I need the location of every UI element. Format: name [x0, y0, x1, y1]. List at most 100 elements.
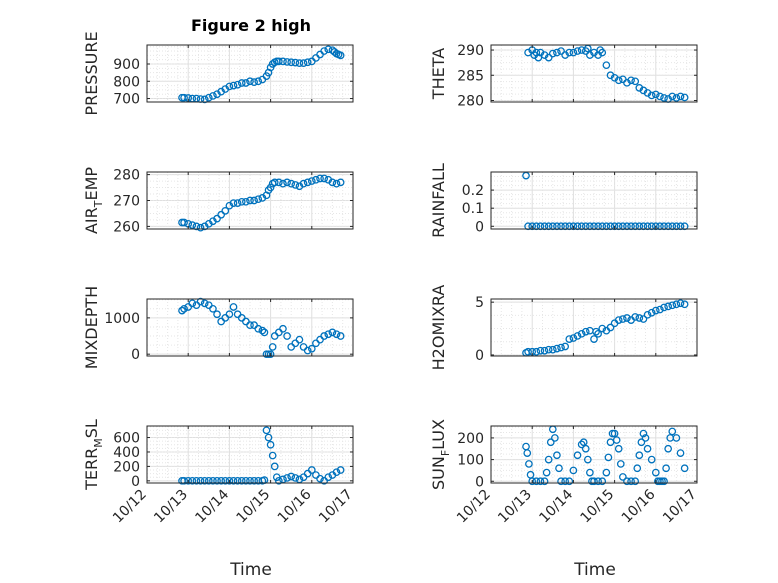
- data-point: [213, 476, 221, 485]
- y-tick-label: 0.2: [462, 183, 484, 199]
- subplot-6: 0 5 H2OMIXRA: [429, 285, 698, 371]
- data-point: [610, 429, 619, 438]
- data-point: [553, 48, 561, 57]
- data-point: [590, 335, 598, 343]
- y-tick-label: 200: [113, 459, 140, 475]
- data-point: [209, 92, 217, 100]
- data-point: [676, 449, 685, 457]
- data-point: [312, 175, 320, 184]
- data-point: [643, 310, 652, 319]
- data-point: [299, 59, 308, 67]
- data-point: [229, 199, 238, 207]
- data-point: [307, 466, 316, 474]
- data-point: [540, 477, 549, 486]
- data-point: [324, 330, 333, 339]
- data-point: [332, 179, 341, 188]
- data-point: [254, 195, 263, 204]
- data-point: [336, 51, 345, 60]
- data-point: [536, 477, 545, 486]
- y-tick-label: 100: [457, 453, 484, 469]
- data-point: [274, 476, 283, 485]
- data-point: [200, 299, 209, 308]
- data-point: [209, 304, 217, 313]
- data-point: [262, 426, 271, 435]
- data-point: [618, 315, 627, 323]
- data-point: [614, 444, 623, 453]
- data-point: [279, 179, 287, 188]
- data-point: [283, 178, 291, 187]
- data-point: [196, 297, 205, 306]
- data-point: [295, 335, 304, 344]
- data-point: [246, 77, 254, 86]
- data-point: [565, 48, 574, 57]
- data-point: [577, 440, 586, 449]
- data-point: [594, 477, 602, 486]
- data-point: [295, 59, 304, 67]
- data-point: [229, 81, 238, 90]
- data-point: [209, 476, 217, 485]
- data-point: [633, 464, 642, 473]
- data-point: [532, 347, 541, 356]
- data-point: [225, 310, 234, 319]
- data-point: [196, 476, 205, 485]
- data-point: [672, 434, 681, 442]
- data-point: [250, 78, 258, 86]
- data-point: [316, 174, 324, 183]
- data-point: [217, 476, 226, 485]
- data-point: [237, 476, 246, 485]
- data-point: [274, 178, 283, 187]
- data-point: [544, 455, 553, 464]
- data-point: [221, 476, 230, 485]
- y-tick-label: 0.1: [462, 201, 484, 217]
- data-point: [266, 440, 275, 449]
- data-point: [246, 321, 254, 329]
- data-point: [577, 329, 586, 338]
- data-point: [616, 460, 625, 468]
- data-point: [643, 444, 652, 453]
- data-point: [647, 455, 656, 464]
- data-point: [336, 178, 345, 187]
- data-point: [536, 346, 545, 355]
- grid: [490, 299, 698, 356]
- data-point: [565, 477, 574, 486]
- axes-box: [490, 425, 698, 484]
- data-point: [573, 47, 582, 55]
- data-point: [283, 58, 291, 66]
- series-markers: [522, 425, 689, 486]
- data-point: [320, 332, 329, 340]
- data-point: [561, 342, 570, 351]
- data-point: [237, 79, 246, 87]
- data-point: [647, 308, 656, 317]
- data-point: [573, 451, 582, 460]
- data-point: [581, 444, 590, 453]
- data-point: [553, 344, 561, 353]
- y-axis-label: MIXDEPTH: [82, 286, 101, 369]
- data-point: [598, 324, 607, 333]
- data-point: [637, 438, 646, 447]
- data-point: [614, 316, 623, 324]
- data-point: [246, 476, 254, 485]
- data-point: [266, 350, 275, 359]
- data-point: [287, 472, 296, 481]
- figure-title: Figure 2 high: [191, 16, 311, 35]
- data-point: [641, 434, 650, 442]
- data-point: [242, 476, 250, 485]
- data-point: [188, 299, 197, 308]
- data-point: [225, 82, 234, 91]
- subplot-2: 280 285 290 THETA: [429, 43, 698, 109]
- data-point: [656, 92, 664, 101]
- y-axis-label: RAINFALL: [429, 163, 448, 238]
- y-axis-label: H2OMIXRA: [429, 285, 448, 371]
- data-point: [647, 91, 656, 100]
- data-point: [184, 476, 193, 485]
- data-point: [598, 48, 607, 57]
- data-point: [287, 179, 296, 188]
- data-point: [664, 302, 673, 311]
- data-point: [680, 464, 689, 473]
- y-tick-label: 0: [131, 474, 140, 490]
- data-point: [328, 178, 337, 187]
- data-point: [200, 95, 209, 104]
- data-point: [287, 58, 296, 67]
